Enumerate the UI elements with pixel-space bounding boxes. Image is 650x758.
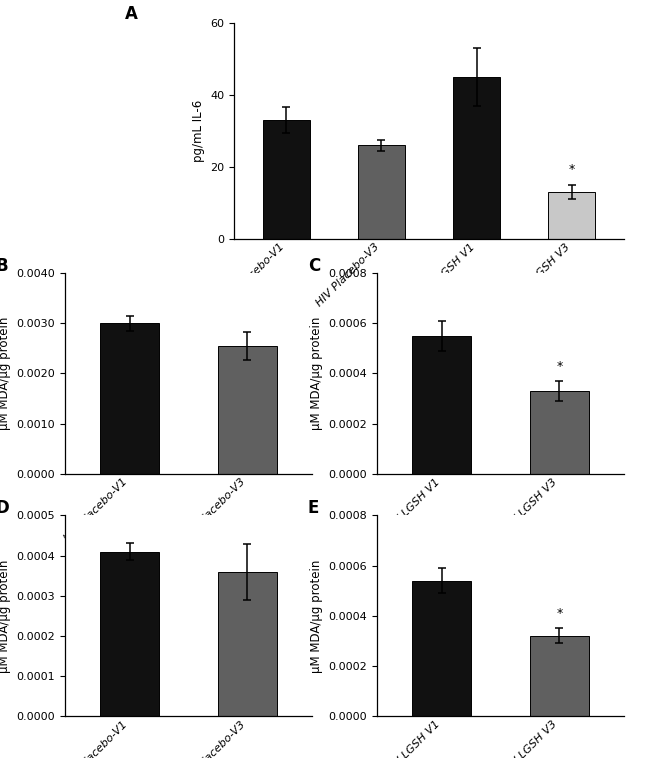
Bar bbox=[530, 391, 589, 474]
Y-axis label: μM MDA/μg protein: μM MDA/μg protein bbox=[310, 317, 323, 430]
Bar bbox=[358, 146, 405, 239]
Bar bbox=[218, 346, 277, 474]
Text: *: * bbox=[556, 360, 562, 373]
Bar bbox=[453, 77, 500, 239]
Y-axis label: μM MDA/μg protein: μM MDA/μg protein bbox=[0, 559, 11, 672]
Text: E: E bbox=[308, 500, 319, 518]
Bar bbox=[263, 120, 310, 239]
Text: C: C bbox=[308, 257, 320, 275]
Text: *: * bbox=[569, 163, 575, 176]
Bar bbox=[100, 323, 159, 474]
Text: D: D bbox=[0, 500, 10, 518]
Bar bbox=[412, 581, 471, 716]
Y-axis label: pg/mL IL-6: pg/mL IL-6 bbox=[192, 99, 205, 162]
Text: A: A bbox=[125, 5, 138, 23]
Bar bbox=[530, 636, 589, 716]
Bar bbox=[100, 552, 159, 716]
Bar bbox=[548, 192, 595, 239]
Bar bbox=[412, 336, 471, 474]
Text: B: B bbox=[0, 257, 8, 275]
Y-axis label: μM MDA/μg protein: μM MDA/μg protein bbox=[0, 317, 11, 430]
Text: *: * bbox=[556, 607, 562, 620]
Bar bbox=[218, 572, 277, 716]
Y-axis label: μM MDA/μg protein: μM MDA/μg protein bbox=[310, 559, 323, 672]
